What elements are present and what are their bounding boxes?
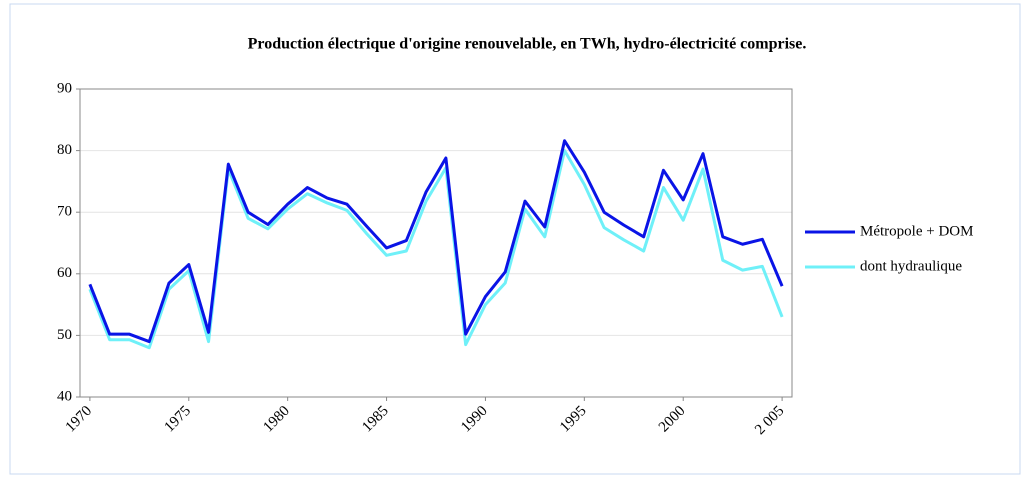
y-tick-label: 90 [57, 80, 72, 96]
series-line [88, 139, 784, 344]
legend-label: dont hydraulique [860, 258, 962, 274]
plot-area [79, 88, 793, 398]
x-tick-label: 1990 [458, 403, 491, 436]
x-tick-label: 2 005 [752, 403, 787, 438]
y-tick-label: 40 [57, 388, 72, 404]
legend-label: Métropole + DOM [860, 223, 973, 239]
y-tick-label: 60 [57, 265, 72, 281]
x-tick-label: 1985 [359, 403, 392, 436]
x-tick-label: 1975 [162, 403, 195, 436]
chart-title: Production électrique d'origine renouvel… [248, 36, 807, 53]
x-tick-label: 1995 [557, 403, 590, 436]
y-tick-label: 80 [57, 142, 72, 158]
x-tick-label: 1980 [260, 403, 293, 436]
y-tick-label: 50 [57, 327, 72, 343]
y-tick-label: 70 [57, 204, 72, 220]
series-line [88, 149, 784, 350]
x-tick-label: 1970 [63, 403, 96, 436]
x-tick-label: 2000 [656, 403, 689, 436]
frame [9, 3, 1021, 475]
